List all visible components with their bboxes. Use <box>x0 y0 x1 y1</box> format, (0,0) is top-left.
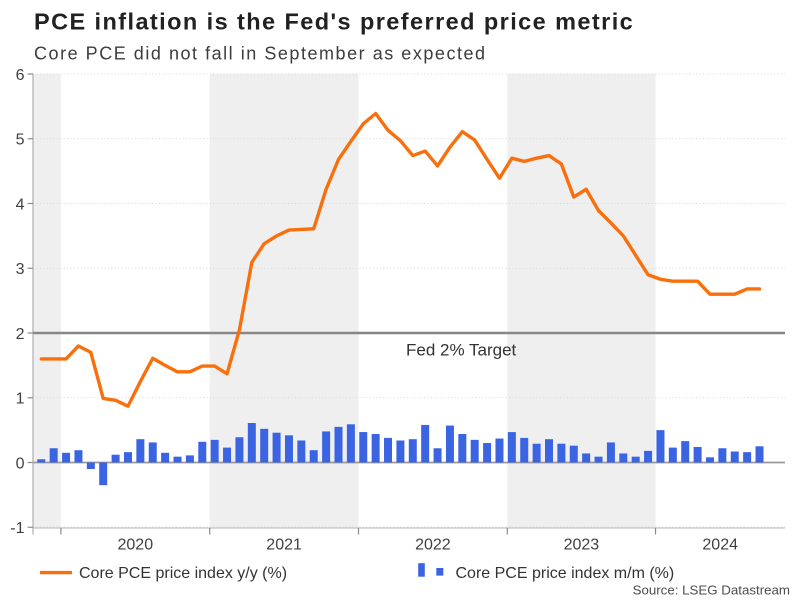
svg-text:3: 3 <box>16 261 25 278</box>
svg-text:5: 5 <box>16 132 25 149</box>
svg-text:Core PCE price index m/m (%): Core PCE price index m/m (%) <box>456 565 675 582</box>
svg-text:2020: 2020 <box>118 536 154 553</box>
svg-text:4: 4 <box>16 196 25 213</box>
svg-text:2023: 2023 <box>564 536 600 553</box>
svg-text:-1: -1 <box>10 520 24 537</box>
svg-text:2: 2 <box>16 326 25 343</box>
svg-text:2022: 2022 <box>415 536 451 553</box>
svg-text:Fed 2% Target: Fed 2% Target <box>406 340 517 359</box>
svg-text:2021: 2021 <box>266 536 302 553</box>
svg-text:PCE inflation is the Fed's pre: PCE inflation is the Fed's preferred pri… <box>34 9 634 35</box>
svg-text:0: 0 <box>16 455 25 472</box>
svg-text:1: 1 <box>16 391 25 408</box>
svg-text:2024: 2024 <box>702 536 738 553</box>
svg-text:Core PCE price index y/y (%): Core PCE price index y/y (%) <box>79 565 287 582</box>
svg-text:Source: LSEG Datastream: Source: LSEG Datastream <box>633 582 790 597</box>
svg-text:6: 6 <box>16 67 25 84</box>
svg-text:Core PCE did not fall in Septe: Core PCE did not fall in September as ex… <box>34 44 487 64</box>
